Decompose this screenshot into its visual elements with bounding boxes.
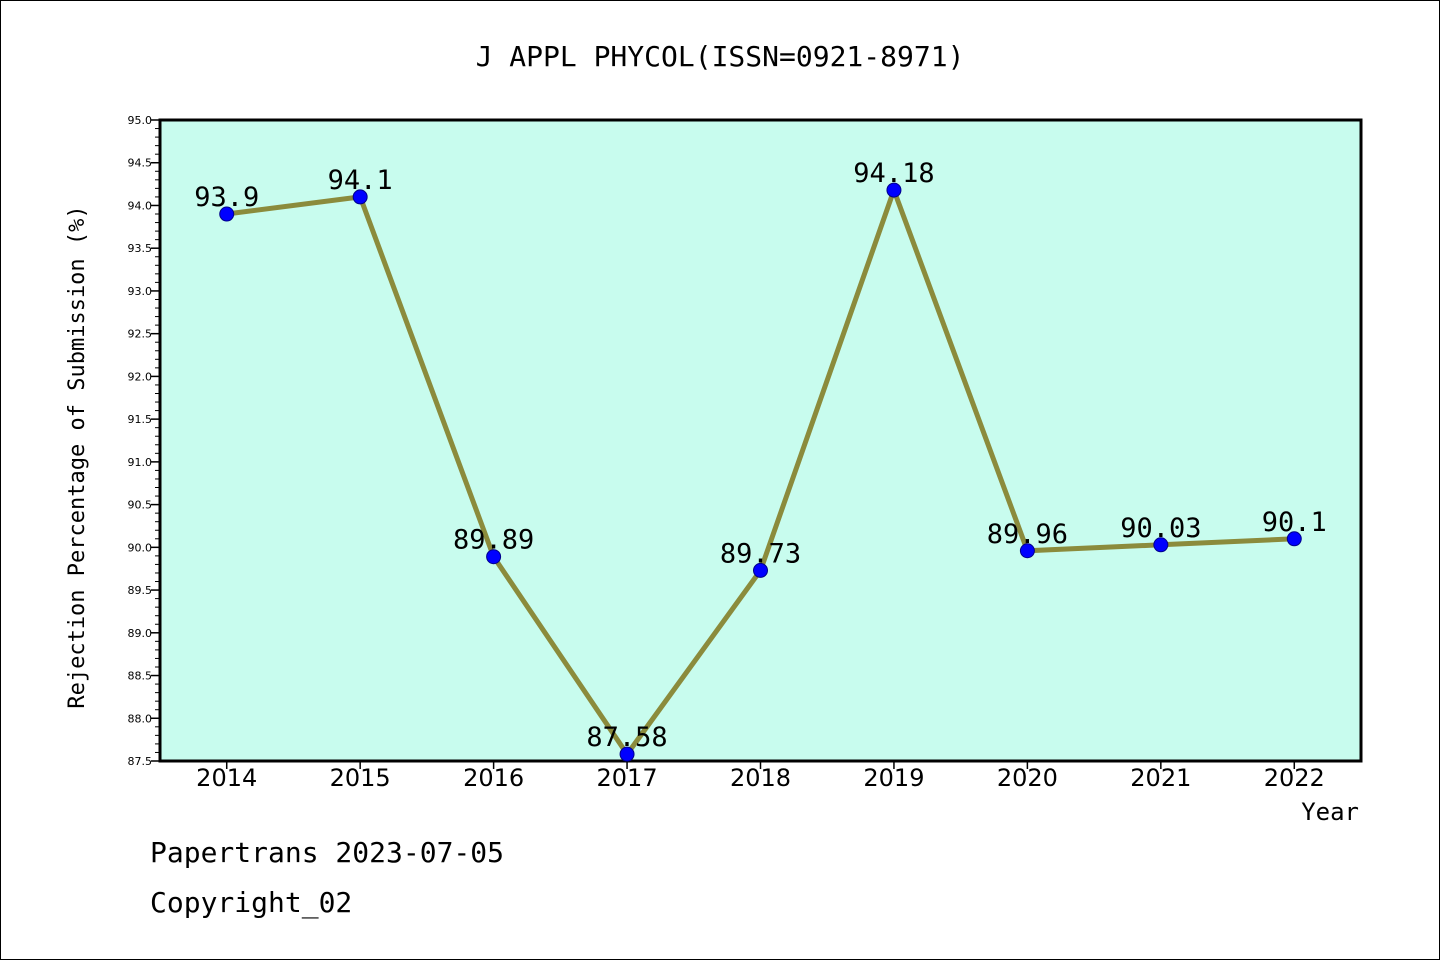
x-axis: 2014 2015 2016 2017 2018 2019 2020 2021 2022 [196, 761, 1325, 792]
data-point [352, 189, 368, 205]
x-tick-label: 2019 [863, 764, 924, 792]
data-markers [219, 182, 1302, 762]
y-tick-label: 93.5 [128, 242, 153, 255]
y-tick-label: 91.0 [128, 456, 153, 469]
y-tick-label: 93.0 [128, 285, 153, 298]
x-tick-label: 2022 [1264, 764, 1325, 792]
data-label: 94.18 [853, 158, 934, 189]
data-label: 93.9 [194, 182, 259, 213]
data-label: 90.1 [1262, 507, 1327, 538]
y-axis: 87.5 88.0 88.5 89.0 89.5 90.0 90.5 91.0 91.5 92.0… [128, 114, 160, 768]
x-tick-label: 2018 [730, 764, 791, 792]
chart-title: J APPL PHYCOL(ISSN=0921-8971) [476, 40, 965, 73]
data-point [1019, 543, 1035, 559]
y-tick-label: 92.5 [128, 328, 153, 341]
data-label: 87.58 [586, 722, 667, 753]
y-tick-label: 87.5 [128, 755, 153, 768]
data-point [1153, 537, 1169, 553]
y-tick-label: 89.0 [128, 627, 153, 640]
data-label: 89.73 [720, 538, 801, 569]
y-axis-label: Rejection Percentage of Submission (%) [65, 205, 90, 708]
y-tick-label: 89.5 [128, 584, 153, 597]
y-tick-label: 94.5 [128, 157, 153, 170]
data-labels: 93.9 94.1 89.89 87.58 89.73 94.18 89.96 90.03 90… [194, 158, 1327, 753]
footer-date-label: Papertrans 2023-07-05 [150, 836, 505, 869]
x-tick-label: 2015 [330, 764, 391, 792]
data-point [886, 182, 902, 198]
y-tick-label: 94.0 [128, 199, 153, 212]
data-point [219, 206, 235, 222]
data-point [486, 549, 502, 565]
data-point [1286, 531, 1302, 547]
x-tick-label: 2020 [997, 764, 1058, 792]
data-label: 90.03 [1120, 513, 1201, 544]
data-label: 89.89 [453, 525, 534, 556]
data-label: 94.1 [328, 165, 393, 196]
plot-area [158, 118, 1363, 763]
x-tick-label: 2021 [1130, 764, 1191, 792]
y-tick-label: 90.5 [128, 499, 153, 512]
footer-copyright-label: Copyright_02 [150, 886, 353, 919]
y-tick-label: 92.0 [128, 370, 153, 383]
y-tick-label: 90.0 [128, 541, 153, 554]
x-tick-label: 2017 [597, 764, 658, 792]
data-point [619, 746, 635, 762]
y-tick-label: 88.5 [128, 670, 153, 683]
data-point [753, 562, 768, 578]
y-tick-label: 95.0 [128, 114, 153, 127]
x-axis-label: Year [1301, 798, 1359, 826]
x-tick-label: 2014 [196, 764, 257, 792]
data-label: 89.96 [987, 519, 1068, 550]
y-tick-label: 91.5 [128, 413, 153, 426]
x-tick-label: 2016 [463, 764, 524, 792]
y-tick-label: 88.0 [128, 712, 153, 725]
